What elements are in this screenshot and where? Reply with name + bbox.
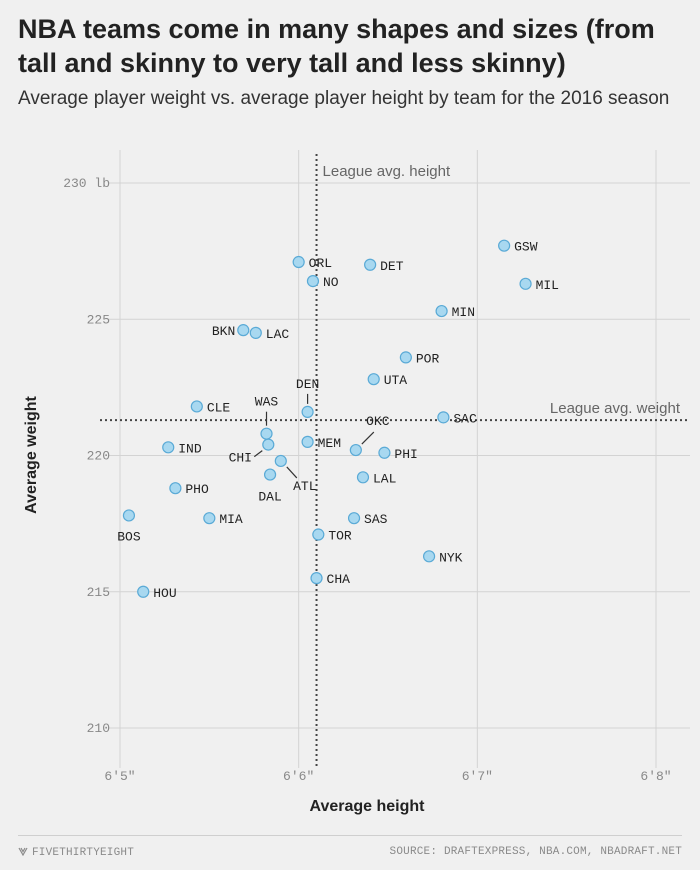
point-was — [260, 427, 273, 440]
point-cle — [190, 400, 203, 413]
data-points — [122, 239, 532, 598]
label-chi: CHI — [229, 451, 252, 466]
point-lac — [249, 326, 262, 339]
label-tor: TOR — [328, 529, 352, 544]
point-cha — [310, 572, 323, 585]
point-hou — [137, 585, 150, 598]
leader-atl — [286, 466, 298, 479]
label-mia: MIA — [219, 512, 243, 527]
point-bkn — [237, 324, 250, 337]
x-tick-label: 6'5" — [104, 769, 135, 784]
axis-ticks: 6'5" 6'6" 6'7" 6'8" 210 215 220 225 230 lb — [63, 176, 671, 784]
avg-weight-label: League avg. weight — [550, 400, 681, 417]
label-no: NO — [323, 275, 339, 290]
point-sas — [347, 512, 361, 525]
leader-okc — [361, 431, 375, 445]
point-dal — [263, 468, 277, 481]
y-axis-label: Average weight — [23, 396, 40, 514]
point-ind — [162, 441, 175, 454]
label-det: DET — [380, 259, 404, 274]
point-mem — [301, 435, 314, 448]
label-bos: BOS — [117, 529, 141, 544]
point-por — [399, 351, 412, 364]
point-lal — [356, 471, 370, 484]
point-no — [306, 275, 320, 288]
x-tick-label: 6'8" — [640, 769, 671, 784]
label-dal: DAL — [258, 490, 281, 505]
label-uta: UTA — [384, 373, 408, 388]
point-det — [364, 258, 377, 271]
point-mil — [519, 277, 532, 290]
point-okc — [349, 443, 362, 457]
y-tick-label: 210 — [87, 721, 110, 736]
label-bkn: BKN — [212, 324, 235, 339]
label-leader-lines — [253, 393, 375, 479]
label-sac: SAC — [453, 411, 477, 426]
y-tick-label: 220 — [87, 449, 110, 464]
label-lac: LAC — [266, 327, 290, 342]
grid-lines — [108, 150, 690, 768]
point-phi — [378, 446, 391, 459]
source-credit: SOURCE: DRAFTEXPRESS, NBA.COM, NBADRAFT.… — [389, 846, 682, 858]
label-ind: IND — [178, 441, 202, 456]
leader-chi — [253, 450, 263, 458]
avg-height-label: League avg. height — [323, 163, 451, 180]
label-min: MIN — [452, 305, 475, 320]
point-den — [301, 405, 314, 418]
label-lal: LAL — [373, 471, 396, 486]
y-tick-label: 230 lb — [63, 176, 110, 191]
footer-divider — [18, 835, 682, 836]
point-uta — [367, 373, 380, 386]
label-phi: PHI — [394, 447, 417, 462]
label-was: WAS — [255, 395, 279, 410]
point-orl — [292, 255, 305, 269]
x-tick-label: 6'7" — [462, 769, 493, 784]
point-gsw — [498, 239, 511, 252]
chart-title: NBA teams come in many shapes and sizes … — [18, 14, 655, 78]
label-cle: CLE — [207, 400, 231, 415]
label-sas: SAS — [364, 512, 388, 527]
label-por: POR — [416, 351, 440, 366]
point-atl — [274, 454, 287, 468]
y-tick-label: 225 — [87, 312, 110, 327]
x-tick-label: 6'6" — [283, 769, 314, 784]
label-okc: OKC — [366, 414, 390, 429]
point-pho — [169, 482, 182, 495]
y-tick-label: 215 — [87, 585, 110, 600]
point-mia — [203, 512, 216, 525]
point-nyk — [422, 550, 436, 563]
x-axis-label: Average height — [310, 798, 426, 815]
brand-name: FIVETHIRTYEIGHT — [32, 847, 135, 859]
label-gsw: GSW — [514, 240, 538, 255]
label-cha: CHA — [327, 572, 351, 587]
point-chi — [262, 438, 275, 451]
scatter-chart: League avg. height League avg. weight 6'5… — [23, 150, 690, 815]
chart-subtitle: Average player weight vs. average player… — [18, 88, 670, 109]
point-sac — [437, 411, 450, 424]
point-min — [435, 304, 448, 318]
brand: FIVETHIRTYEIGHT — [18, 846, 134, 859]
label-mem: MEM — [318, 436, 341, 451]
point-tor — [312, 528, 325, 541]
label-nyk: NYK — [439, 550, 463, 565]
label-mil: MIL — [536, 278, 559, 293]
label-orl: ORL — [309, 256, 332, 271]
fivethirtyeight-logo-icon — [18, 847, 28, 856]
label-atl: ATL — [293, 479, 316, 494]
point-labels: GSW MIL DET ORL NO MIN BKN LAC POR UTA DEN CLE WAS SA… — [117, 240, 559, 601]
label-pho: PHO — [185, 482, 209, 497]
point-bos — [122, 509, 136, 522]
reference-lines: League avg. height League avg. weight — [100, 154, 688, 768]
label-den: DEN — [296, 377, 319, 392]
label-hou: HOU — [153, 586, 176, 601]
